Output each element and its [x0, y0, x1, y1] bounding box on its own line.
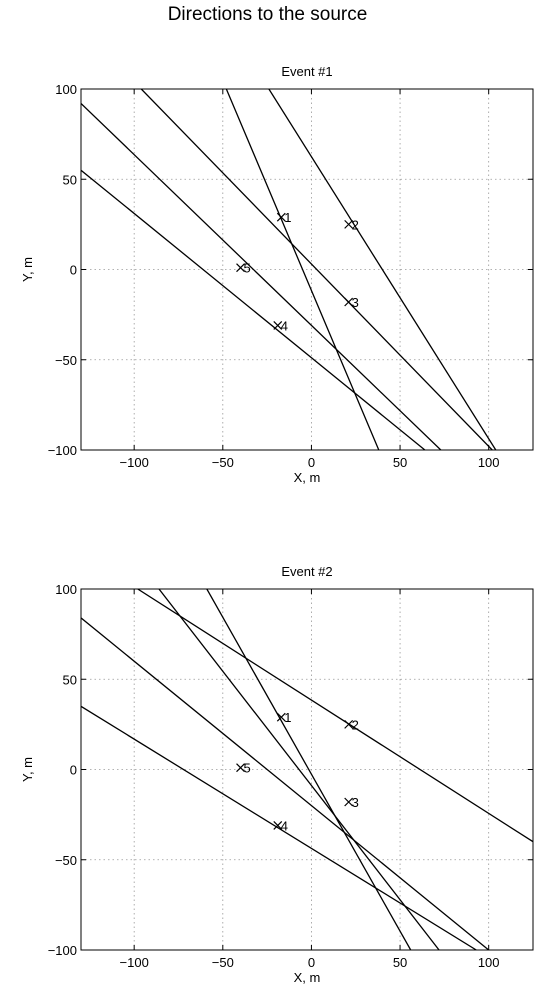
x-tick-label: −50 [212, 455, 234, 470]
figure-title: Directions to the source [167, 4, 368, 25]
x-tick-label: 50 [393, 455, 407, 470]
y-tick-label: 0 [70, 263, 77, 278]
sensor-marker-5 [236, 263, 245, 273]
x-axis-label: X, m [294, 470, 321, 485]
direction-line-2 [158, 589, 440, 950]
y-tick-label: 100 [55, 582, 77, 597]
direction-line-3 [140, 89, 493, 450]
y-tick-label: −100 [48, 943, 77, 958]
y-axis-label: Y, m [20, 757, 35, 782]
chart-panel-2: −100 −50 0 50 100 −100 −50 0 50 100 Event #2 X, m Y,… [20, 564, 534, 985]
sensor-label-1: 1 [284, 210, 291, 225]
x-tick-label: 50 [393, 955, 407, 970]
y-tick-label: −50 [55, 353, 77, 368]
sensor-marker-3 [344, 297, 354, 307]
x-tick-label: −100 [120, 455, 149, 470]
direction-line-5 [81, 169, 426, 450]
sensor-marker-3 [344, 797, 354, 807]
sensor-label-2: 2 [352, 717, 359, 732]
sensor-label-5: 5 [244, 261, 251, 276]
x-tick-label: 0 [308, 955, 315, 970]
sensor-label-4: 4 [281, 818, 288, 833]
sensor-label-1: 1 [284, 710, 291, 725]
x-tick-label: −100 [120, 955, 149, 970]
direction-line-1 [206, 589, 412, 950]
direction-line-4 [81, 617, 490, 950]
sensor-label-4: 4 [281, 318, 288, 333]
x-tick-label: 0 [308, 455, 315, 470]
x-tick-label: −50 [212, 955, 234, 970]
sensor-marker-1 [276, 212, 286, 222]
sensor-label-3: 3 [352, 795, 359, 810]
direction-line-1 [225, 89, 380, 450]
x-tick-label: 100 [478, 955, 500, 970]
sensor-marker-4 [273, 321, 283, 330]
y-tick-label: −50 [55, 853, 77, 868]
sensor-marker-2 [344, 219, 354, 229]
x-axis-label: X, m [294, 970, 321, 985]
direction-lines [81, 589, 533, 950]
sensor-label-2: 2 [352, 217, 359, 232]
panel-title: Event #1 [281, 64, 332, 79]
sensor-marker-5 [236, 763, 245, 773]
direction-line-5 [81, 705, 477, 950]
y-tick-label: 50 [63, 672, 77, 687]
y-tick-label: 0 [70, 763, 77, 778]
x-tick-label: 100 [478, 455, 500, 470]
sensor-label-5: 5 [244, 761, 251, 776]
y-tick-label: 100 [55, 82, 77, 97]
direction-line-3 [137, 589, 533, 843]
y-tick-label: −100 [48, 443, 77, 458]
y-axis-label: Y, m [20, 257, 35, 282]
sensor-marker-1 [276, 712, 286, 722]
direction-lines [81, 89, 497, 450]
direction-line-2 [268, 89, 497, 450]
sensor-label-3: 3 [352, 295, 359, 310]
panel-title: Event #2 [281, 564, 332, 579]
sensor-marker-4 [273, 821, 283, 830]
direction-line-4 [81, 102, 442, 450]
chart-panel-1: −100 −50 0 50 100 −100 −50 0 50 100 Event #1 X, m Y,… [20, 64, 534, 485]
sensor-marker-2 [344, 719, 354, 729]
y-tick-label: 50 [63, 172, 77, 187]
